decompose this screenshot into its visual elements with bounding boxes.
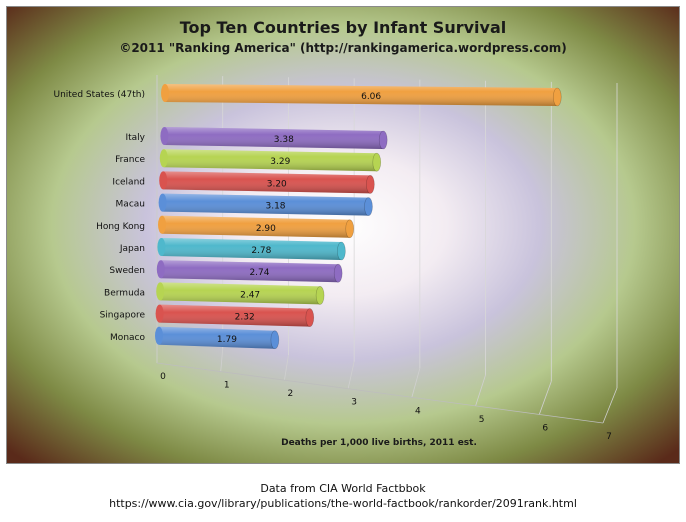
value-label: 2.32 [235, 313, 255, 323]
x-tick-label: 5 [479, 415, 485, 425]
source-line-1: Data from CIA World Factbbok [260, 482, 426, 495]
category-label: Macau [116, 200, 145, 210]
x-tick-label: 1 [224, 381, 230, 391]
chart-subtitle: ©2011 "Ranking America" (http://rankinga… [119, 41, 566, 55]
floor-gridline [284, 355, 289, 381]
category-label: France [115, 155, 145, 165]
value-label: 3.18 [265, 202, 285, 212]
bar-end-cap [333, 263, 343, 283]
bar-shading [160, 282, 321, 305]
category-label: Bermuda [104, 288, 145, 298]
floor-gridline [475, 374, 486, 406]
bar-start-cap [161, 84, 169, 102]
x-tick-label: 2 [288, 389, 294, 399]
bar-shading [164, 127, 384, 149]
value-label: 3.20 [267, 179, 287, 189]
category-label: Sweden [109, 266, 145, 276]
bar [159, 149, 382, 172]
value-label: 2.90 [256, 224, 276, 234]
bar [155, 304, 315, 327]
bar-shading [165, 84, 558, 106]
x-tick-label: 3 [351, 398, 357, 408]
bar-start-cap [158, 215, 166, 234]
bar-start-cap [158, 193, 167, 212]
bar [161, 84, 562, 107]
category-label: United States (47th) [53, 90, 145, 100]
x-tick-label: 7 [606, 432, 612, 442]
bar-end-cap [366, 175, 375, 194]
x-tick-label: 0 [160, 372, 166, 382]
floor-gridline [220, 348, 224, 372]
bar-shading [162, 215, 350, 238]
bar-start-cap [156, 260, 165, 279]
bar [158, 193, 373, 216]
bar [156, 282, 325, 305]
bar-start-cap [156, 282, 165, 301]
value-label: 2.74 [249, 268, 269, 278]
bar-shading [159, 326, 275, 349]
bar-shading [162, 193, 369, 216]
bar [160, 127, 388, 150]
bar [157, 238, 346, 261]
bar-end-cap [305, 308, 315, 327]
chart-area: 0 1 2 3 4 5 6 7 6.06 United States (47th) 3.38 Ital… [6, 6, 680, 464]
bar-end-cap [337, 241, 346, 261]
bar-end-cap [270, 330, 280, 350]
bar [159, 171, 375, 194]
floor-front-edge [156, 362, 604, 424]
value-label: 6.06 [361, 92, 381, 102]
bar-shading [161, 238, 342, 260]
bar-shading [159, 304, 310, 327]
bar [155, 326, 280, 350]
bar-end-cap [378, 130, 388, 150]
floor-gridline [538, 381, 552, 415]
x-tick-label: 6 [542, 423, 548, 433]
chart-title: Top Ten Countries by Infant Survival [180, 18, 506, 37]
value-label: 1.79 [217, 335, 237, 345]
bar-end-cap [364, 197, 373, 216]
category-label: Japan [119, 244, 145, 254]
bar-shading [163, 149, 377, 172]
category-label: Iceland [112, 177, 145, 187]
category-label: Monaco [110, 333, 145, 343]
floor-gridline [411, 368, 421, 398]
value-label: 2.47 [240, 290, 260, 300]
value-label: 2.78 [251, 246, 271, 256]
bar-start-cap [159, 149, 168, 168]
bar-end-cap [345, 219, 355, 239]
category-label: Italy [125, 133, 145, 143]
category-label: Singapore [100, 311, 146, 321]
bar-start-cap [155, 304, 164, 323]
chart-plot: 0 1 2 3 4 5 6 7 6.06 United States (47th) 3.38 Ital… [7, 7, 679, 463]
bar-start-cap [157, 238, 166, 256]
value-label: 3.29 [270, 157, 290, 167]
bar-end-cap [372, 152, 382, 172]
bar [158, 215, 355, 239]
x-tick-label: 4 [415, 406, 421, 416]
floor-gridline [347, 361, 355, 389]
bar-start-cap [160, 127, 169, 145]
bar-end-cap [552, 87, 562, 107]
source-line-2: https://www.cia.gov/library/publications… [109, 497, 577, 510]
bar-start-cap [155, 326, 163, 345]
x-axis-label: Deaths per 1,000 live births, 2011 est. [281, 438, 477, 448]
bar [156, 260, 343, 283]
value-label: 3.38 [274, 135, 294, 145]
bar-start-cap [159, 171, 168, 190]
category-label: Hong Kong [96, 222, 145, 232]
floor-gridline [602, 387, 618, 424]
bar-end-cap [315, 286, 325, 305]
bar-shading [160, 260, 339, 283]
bar-shading [163, 171, 371, 194]
